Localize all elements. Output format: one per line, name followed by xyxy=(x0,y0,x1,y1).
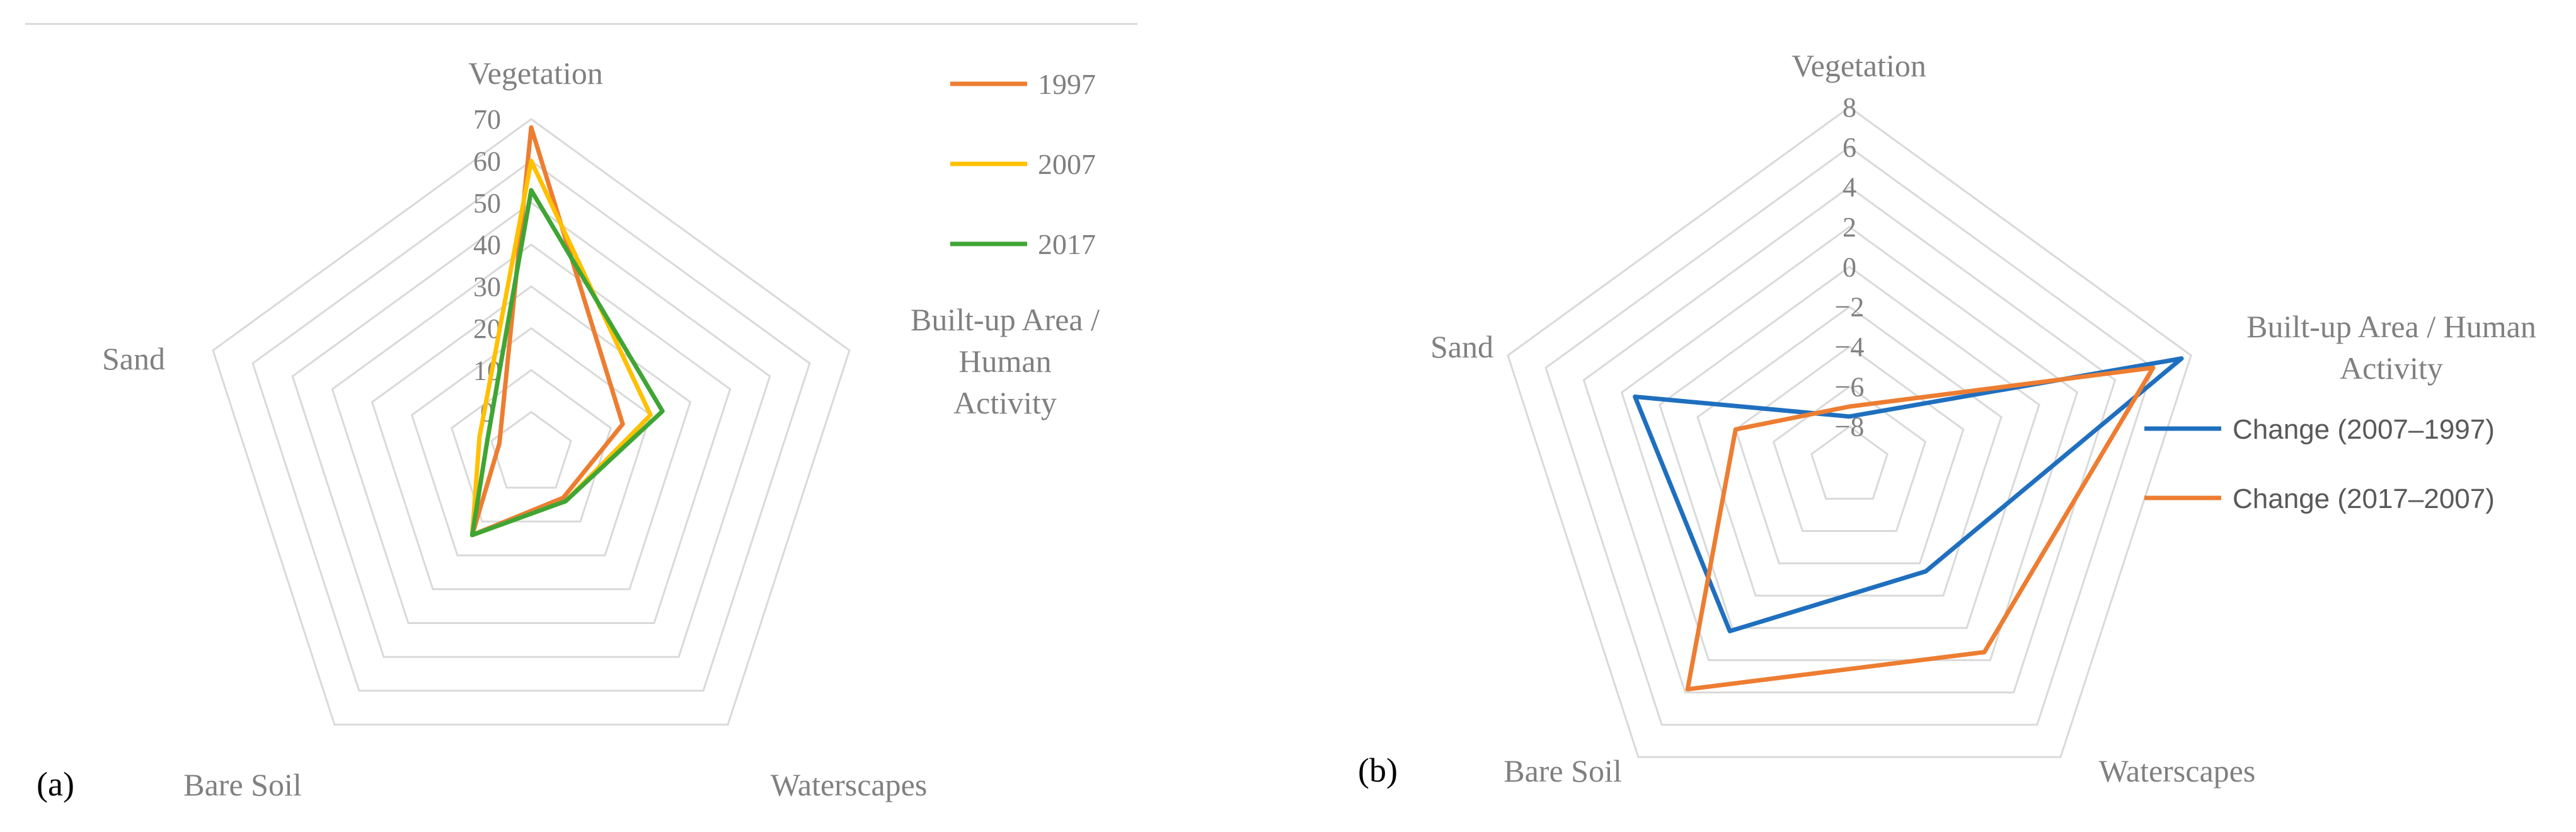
axis-label: Sand xyxy=(1430,329,1493,364)
grid-ring xyxy=(331,243,732,624)
axis-label: Vegetation xyxy=(468,55,603,91)
tick-label: −4 xyxy=(1835,332,1865,362)
axis-label: Bare Soil xyxy=(183,767,301,802)
legend-label: 1997 xyxy=(1038,68,1096,100)
tick-label: −2 xyxy=(1835,292,1865,323)
tick-label: 40 xyxy=(473,229,501,260)
axis-label: Sand xyxy=(102,341,165,376)
series-line xyxy=(1633,356,2184,633)
series-line xyxy=(1685,365,2156,692)
tick-label: 6 xyxy=(1843,132,1856,163)
series-group xyxy=(469,125,665,538)
axis-labels: Vegetation Built-up Area / Human Activity W… xyxy=(1430,48,2536,789)
panel-label-a: (a) xyxy=(37,765,74,803)
grid xyxy=(1507,106,2192,758)
axis-label: Bare Soil xyxy=(1504,753,1621,789)
grid-ring xyxy=(1544,146,2154,726)
legend: 1997 2007 2017 xyxy=(950,68,1096,260)
legend-label: Change (2017–2007) xyxy=(2233,483,2495,514)
legend-item: 1997 xyxy=(950,68,1096,100)
tick-label: 4 xyxy=(1843,172,1856,203)
grid-ring xyxy=(450,369,612,523)
grid-ring xyxy=(1772,385,1927,532)
legend-label: 2007 xyxy=(1038,148,1096,180)
grid-ring xyxy=(1659,265,2040,629)
legend-item: 2007 xyxy=(950,148,1096,180)
grid-ring xyxy=(291,201,771,658)
tick-label: 0 xyxy=(1843,251,1856,282)
series-line xyxy=(469,188,665,538)
series-group xyxy=(1633,356,2184,692)
legend-label: 2017 xyxy=(1038,228,1096,260)
tick-label: 50 xyxy=(473,188,501,219)
legend-item: 2017 xyxy=(950,228,1096,260)
legend-item: Change (2017–2007) xyxy=(2144,483,2495,514)
grid-ring xyxy=(1810,425,1889,500)
tick-label: 2 xyxy=(1843,212,1856,243)
axis-label: Waterscapes xyxy=(2099,753,2256,789)
tick-label: 60 xyxy=(473,146,501,176)
grid-ring xyxy=(1582,185,2117,694)
grid xyxy=(212,118,851,726)
legend-label: Change (2007–1997) xyxy=(2233,414,2495,445)
grid-ring xyxy=(251,159,811,692)
grid-ring xyxy=(212,118,851,726)
axis-label: Vegetation xyxy=(1791,48,1926,83)
grid-ring xyxy=(371,285,692,591)
axis-label: Waterscapes xyxy=(771,767,928,802)
axis-label: Built-up Area / Human Activity xyxy=(2246,309,2536,386)
tick-label: 30 xyxy=(473,272,501,303)
grid-ring xyxy=(410,327,652,557)
axis-labels: Vegetation Built-up Area / Human Activity Wa… xyxy=(102,55,1100,802)
tick-label: 70 xyxy=(473,104,501,135)
legend: Change (2007–1997) Change (2017–2007) xyxy=(2144,414,2495,514)
panel-label-b: (b) xyxy=(1358,751,1398,789)
grid-ring xyxy=(1620,226,2079,661)
grid-ring xyxy=(1507,106,2192,758)
grid-ring xyxy=(1734,345,1965,565)
axis-label: Built-up Area / Human Activity xyxy=(911,302,1100,420)
tick-label: 8 xyxy=(1843,92,1856,123)
legend-item: Change (2007–1997) xyxy=(2144,414,2495,445)
tick-label: −6 xyxy=(1835,371,1865,402)
